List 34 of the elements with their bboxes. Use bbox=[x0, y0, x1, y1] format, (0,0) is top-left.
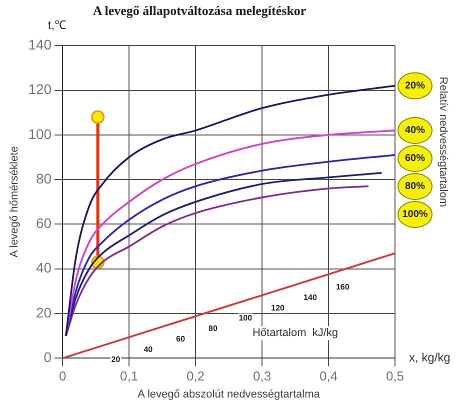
annotation: 140 bbox=[304, 292, 318, 302]
y-tick-label: 60 bbox=[36, 215, 52, 232]
y-tick-label: 120 bbox=[28, 81, 52, 98]
annotation: 60 bbox=[176, 334, 186, 344]
x-tick-label: 0,5 bbox=[386, 368, 404, 384]
annotation: 20 bbox=[111, 355, 121, 364]
text: 80% bbox=[404, 181, 426, 192]
y2-axis-title: Relatív nedvességtartalom bbox=[436, 76, 449, 208]
annotation: 40 bbox=[144, 344, 154, 354]
annotation: 80 bbox=[208, 324, 218, 334]
y-tick-label: 0 bbox=[44, 349, 52, 366]
y-tick-label: 40 bbox=[36, 260, 52, 276]
series-label: 40% bbox=[404, 125, 426, 136]
text: x, kg/kg bbox=[409, 350, 450, 365]
chart-title: A levegő állapotváltozása melegítéskor bbox=[92, 3, 306, 18]
x-tick-label: 0,2 bbox=[186, 368, 205, 384]
x-tick-label: 0,1 bbox=[120, 368, 138, 384]
text: 100% bbox=[402, 209, 428, 220]
annotation: 120 bbox=[271, 303, 286, 312]
annotation: Hőtartalom kJ/kg bbox=[252, 327, 338, 340]
x-tick-label: 0,4 bbox=[319, 368, 338, 384]
x-tick-label: 0 bbox=[58, 368, 66, 384]
series-label: 60% bbox=[404, 153, 426, 164]
series-label: 20% bbox=[404, 80, 426, 92]
annotation: 160 bbox=[336, 282, 350, 292]
annotation: 100 bbox=[238, 314, 253, 323]
x-tick-label: 0,3 bbox=[252, 368, 272, 384]
y-tick-label: 80 bbox=[36, 170, 52, 186]
y-tick-label: 20 bbox=[36, 304, 52, 320]
text: t,℃ bbox=[48, 18, 67, 32]
y-tick-label: 140 bbox=[28, 36, 52, 52]
y-tick-label: 100 bbox=[28, 126, 52, 142]
x-axis-title: A levegő abszolút nedvességtartalma bbox=[138, 388, 321, 400]
y-axis-title: A levegő hőmérséklete bbox=[8, 146, 21, 258]
